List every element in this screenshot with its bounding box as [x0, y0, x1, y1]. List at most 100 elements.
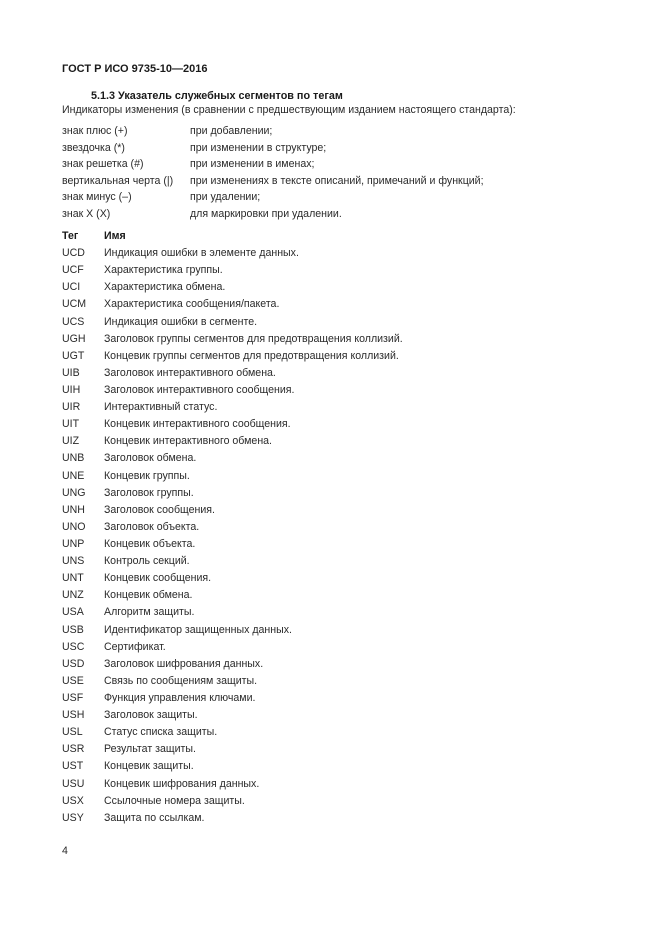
row-tag: USR	[62, 743, 85, 756]
row-tag: UIR	[62, 401, 81, 414]
row-name: Интерактивный статус.	[104, 401, 218, 414]
table-row: UNP Концевик объекта.	[62, 537, 403, 554]
row-name: Защита по ссылкам.	[104, 811, 205, 824]
row-tag: USD	[62, 657, 85, 670]
table-row: UIZ Концевик интерактивного обмена.	[62, 434, 403, 451]
table-row: USC Сертификат.	[62, 640, 403, 657]
row-tag: USC	[62, 640, 85, 653]
row-name: Индикация ошибки в элементе данных.	[104, 247, 299, 260]
row-tag: UNE	[62, 469, 85, 482]
table-row: USR Результат защиты.	[62, 742, 403, 759]
row-name: Концевик объекта.	[104, 537, 196, 550]
row-tag: UST	[62, 760, 84, 773]
row-tag: UCD	[62, 247, 85, 260]
row-tag: UIZ	[62, 435, 80, 448]
table-row: UNG Заголовок группы.	[62, 486, 403, 503]
row-name: Заголовок интерактивного обмена.	[104, 366, 276, 379]
indicator-sign: вертикальная черта (|)	[62, 174, 174, 187]
indicator-meaning: при добавлении;	[190, 125, 273, 137]
row-name: Статус списка защиты.	[104, 726, 218, 739]
row-name: Заголовок интерактивного сообщения.	[104, 383, 295, 396]
indicator-list: знак плюс (+) при добавлении; звездочка (*…	[62, 124, 484, 224]
row-tag: UIB	[62, 366, 80, 379]
row-tag: USE	[62, 674, 84, 687]
row-tag: USA	[62, 606, 84, 619]
row-tag: USL	[62, 726, 83, 739]
indicator-meaning: при изменении в структуре;	[190, 141, 327, 154]
row-name: Заголовок шифрования данных.	[104, 657, 264, 670]
indicator-meaning: при изменении в именах;	[190, 158, 315, 171]
table-row: USE Связь по сообщениям защиты.	[62, 674, 403, 691]
row-name: Концевик сообщения.	[104, 572, 212, 585]
table-row: USH Заголовок защиты.	[62, 708, 403, 725]
table-row: USD Заголовок шифрования данных.	[62, 657, 403, 674]
header-tag: Тег	[62, 230, 79, 242]
row-name: Сертификат.	[104, 640, 166, 653]
row-name: Концевик обмена.	[104, 589, 193, 602]
row-name: Характеристика группы.	[104, 264, 223, 277]
intro-text: Индикаторы изменения (в сравнении с пред…	[62, 104, 516, 116]
row-tag: USB	[62, 623, 84, 636]
indicator-row: вертикальная черта (|) при изменениях в т…	[62, 174, 484, 191]
table-row: USU Концевик шифрования данных.	[62, 777, 403, 794]
row-name: Заголовок сообщения.	[104, 503, 215, 516]
indicator-sign: знак минус (–)	[62, 191, 132, 204]
row-name: Алгоритм защиты.	[104, 606, 195, 619]
row-name: Концевик группы сегментов для предотвращ…	[104, 349, 399, 362]
table-row: UNB Заголовок обмена.	[62, 451, 403, 468]
table-row: USY Защита по ссылкам.	[62, 811, 403, 828]
table-row: UNE Концевик группы.	[62, 469, 403, 486]
row-tag: USY	[62, 811, 84, 824]
table-row: UCM Характеристика сообщения/пакета.	[62, 297, 403, 314]
row-tag: UNO	[62, 520, 86, 533]
indicator-sign: знак решетка (#)	[62, 158, 144, 171]
table-row: UGH Заголовок группы сегментов для предот…	[62, 332, 403, 349]
indicator-row: знак плюс (+) при добавлении;	[62, 124, 484, 141]
row-tag: UNT	[62, 572, 84, 585]
table-row: UIR Интерактивный статус.	[62, 400, 403, 417]
row-name: Концевик группы.	[104, 469, 190, 482]
table-row: UCS Индикация ошибки в сегменте.	[62, 315, 403, 332]
row-name: Идентификатор защищенных данных.	[104, 623, 292, 636]
row-tag: UGT	[62, 349, 85, 362]
table-row: UCF Характеристика группы.	[62, 263, 403, 280]
indicator-sign: звездочка (*)	[62, 141, 125, 154]
table-row: UCD Индикация ошибки в элементе данных.	[62, 246, 403, 263]
row-name: Концевик интерактивного обмена.	[104, 435, 272, 448]
table-row: UST Концевик защиты.	[62, 759, 403, 776]
page-number: 4	[62, 845, 68, 857]
row-name: Индикация ошибки в сегменте.	[104, 315, 258, 328]
table-row: USL Статус списка защиты.	[62, 725, 403, 742]
table-row: UIB Заголовок интерактивного обмена.	[62, 366, 403, 383]
row-name: Концевик шифрования данных.	[104, 777, 260, 790]
table-row: UNS Контроль секций.	[62, 554, 403, 571]
row-tag: USX	[62, 794, 84, 807]
row-tag: UNS	[62, 555, 85, 568]
table-row: UGT Концевик группы сегментов для предотв…	[62, 349, 403, 366]
row-tag: UNP	[62, 537, 85, 550]
table-row: USA Алгоритм защиты.	[62, 605, 403, 622]
indicator-row: знак минус (–) при удалении;	[62, 190, 484, 207]
row-name: Характеристика сообщения/пакета.	[104, 298, 280, 311]
table-row: UIH Заголовок интерактивного сообщения.	[62, 383, 403, 400]
row-name: Концевик защиты.	[104, 760, 194, 773]
indicator-sign: знак X (X)	[62, 207, 111, 220]
row-name: Заголовок группы.	[104, 486, 194, 499]
row-tag: USU	[62, 777, 85, 790]
row-tag: UNH	[62, 503, 85, 516]
table-row: USX Ссылочные номера защиты.	[62, 794, 403, 811]
indicator-meaning: при удалении;	[190, 191, 261, 204]
row-tag: USF	[62, 691, 84, 704]
indicator-row: знак X (X) для маркировки при удалении.	[62, 207, 484, 224]
row-name: Заголовок группы сегментов для предотвра…	[104, 332, 403, 345]
table-row: UCI Характеристика обмена.	[62, 280, 403, 297]
row-name: Заголовок объекта.	[104, 520, 200, 533]
table-row: UNH Заголовок сообщения.	[62, 503, 403, 520]
row-name: Характеристика обмена.	[104, 281, 226, 294]
row-tag: UNB	[62, 452, 85, 465]
indicator-sign: знак плюс (+)	[62, 125, 128, 137]
row-tag: UNZ	[62, 589, 84, 602]
table-row: UNO Заголовок объекта.	[62, 520, 403, 537]
indicator-meaning: для маркировки при удалении.	[190, 207, 342, 220]
row-name: Связь по сообщениям защиты.	[104, 674, 258, 687]
